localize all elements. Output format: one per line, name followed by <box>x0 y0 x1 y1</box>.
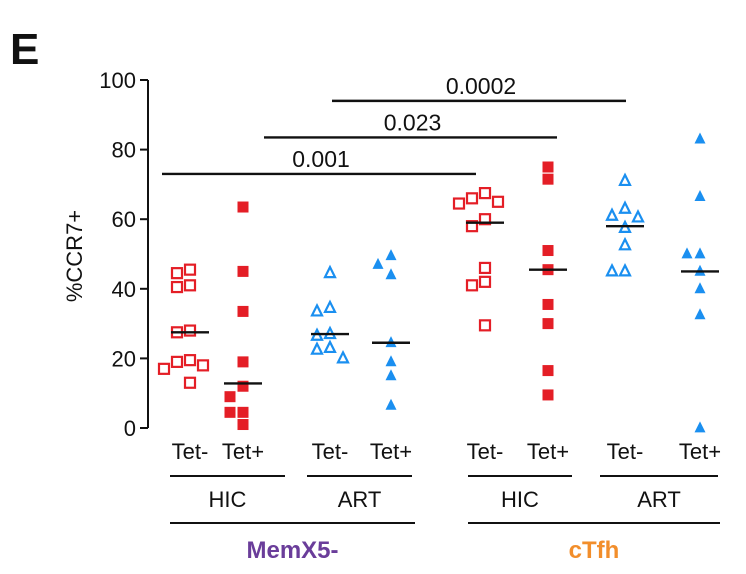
panel-label: E <box>10 25 39 74</box>
data-point <box>237 380 249 392</box>
data-point <box>237 265 249 277</box>
data-point <box>618 172 632 187</box>
data-point <box>542 161 554 173</box>
data-point <box>694 308 706 320</box>
x-tick-label: Tet- <box>467 439 504 464</box>
y-tick-label: 60 <box>112 207 136 232</box>
data-point <box>465 279 479 292</box>
x-tick-label: Tet+ <box>370 439 412 464</box>
p-value-label: 0.023 <box>384 109 442 135</box>
data-point <box>478 319 492 332</box>
data-point <box>323 299 337 314</box>
data-point <box>605 207 619 221</box>
data-point <box>542 318 554 330</box>
data-point <box>694 247 706 259</box>
y-tick-label: 80 <box>112 138 136 163</box>
data-point <box>385 355 397 367</box>
data-point <box>618 236 632 251</box>
data-point <box>157 362 171 375</box>
cell-type-label: MemX5- <box>246 537 338 564</box>
data-point <box>694 189 706 201</box>
y-tick-label: 40 <box>112 277 136 302</box>
data-point <box>224 391 236 403</box>
data-point <box>237 406 249 418</box>
data-point <box>542 365 554 377</box>
data-point <box>542 298 554 310</box>
data-point <box>631 209 645 223</box>
data-point <box>372 257 384 269</box>
x-tick-label: Tet+ <box>222 439 264 464</box>
data-point <box>183 324 197 337</box>
data-point <box>491 195 505 208</box>
data-point <box>542 173 554 185</box>
y-axis-label: %CCR7+ <box>62 210 87 302</box>
data-points <box>157 132 706 433</box>
data-point <box>478 187 492 200</box>
data-point <box>694 132 706 144</box>
x-axis: Tet- Tet+ Tet- Tet+ Tet- Tet+ Tet- Tet+ HIC ART HI… <box>170 439 721 564</box>
data-point <box>170 267 184 280</box>
data-point <box>385 249 397 261</box>
data-point <box>237 356 249 368</box>
data-point <box>452 197 466 210</box>
cell-type-label: cTfh <box>569 537 620 564</box>
data-point <box>681 247 693 259</box>
y-axis: 0 20 40 60 80 100 <box>99 68 149 441</box>
x-tick-label: Tet- <box>607 439 644 464</box>
p-value-label: 0.0002 <box>446 73 516 99</box>
x-tick-label: Tet+ <box>527 439 569 464</box>
x-tick-label: Tet+ <box>679 439 721 464</box>
data-point <box>694 421 706 433</box>
data-point <box>542 389 554 401</box>
data-point <box>385 398 397 410</box>
data-point <box>465 192 479 205</box>
y-tick-label: 20 <box>112 346 136 371</box>
group-label: ART <box>338 487 382 512</box>
data-point <box>183 376 197 389</box>
x-tick-label: Tet- <box>312 439 349 464</box>
group-label: HIC <box>209 487 247 512</box>
data-point <box>478 213 492 226</box>
data-point <box>323 339 337 354</box>
data-point <box>478 261 492 275</box>
data-point <box>694 282 706 294</box>
data-point <box>618 262 632 277</box>
data-point <box>183 279 197 292</box>
data-point <box>605 262 619 277</box>
data-point <box>542 245 554 257</box>
data-point <box>183 354 197 367</box>
data-point <box>183 263 197 276</box>
data-point <box>224 406 236 418</box>
data-point <box>478 275 492 288</box>
data-point <box>323 264 337 279</box>
y-tick-label: 100 <box>99 68 136 93</box>
data-point <box>237 201 249 213</box>
data-point <box>310 341 324 355</box>
data-point <box>465 220 479 233</box>
group-label: ART <box>637 487 681 512</box>
p-value-label: 0.001 <box>292 146 350 172</box>
group-label: HIC <box>501 487 539 512</box>
data-point <box>170 280 184 294</box>
data-point <box>196 359 210 372</box>
data-point <box>237 419 249 431</box>
x-tick-label: Tet- <box>172 439 209 464</box>
data-point <box>237 305 249 317</box>
data-point <box>618 200 632 214</box>
data-point <box>336 349 350 364</box>
data-point <box>385 369 397 381</box>
y-tick-label: 0 <box>124 416 136 441</box>
median-lines <box>171 221 719 385</box>
data-point <box>310 302 324 317</box>
data-point <box>170 355 184 368</box>
data-point <box>385 268 397 280</box>
